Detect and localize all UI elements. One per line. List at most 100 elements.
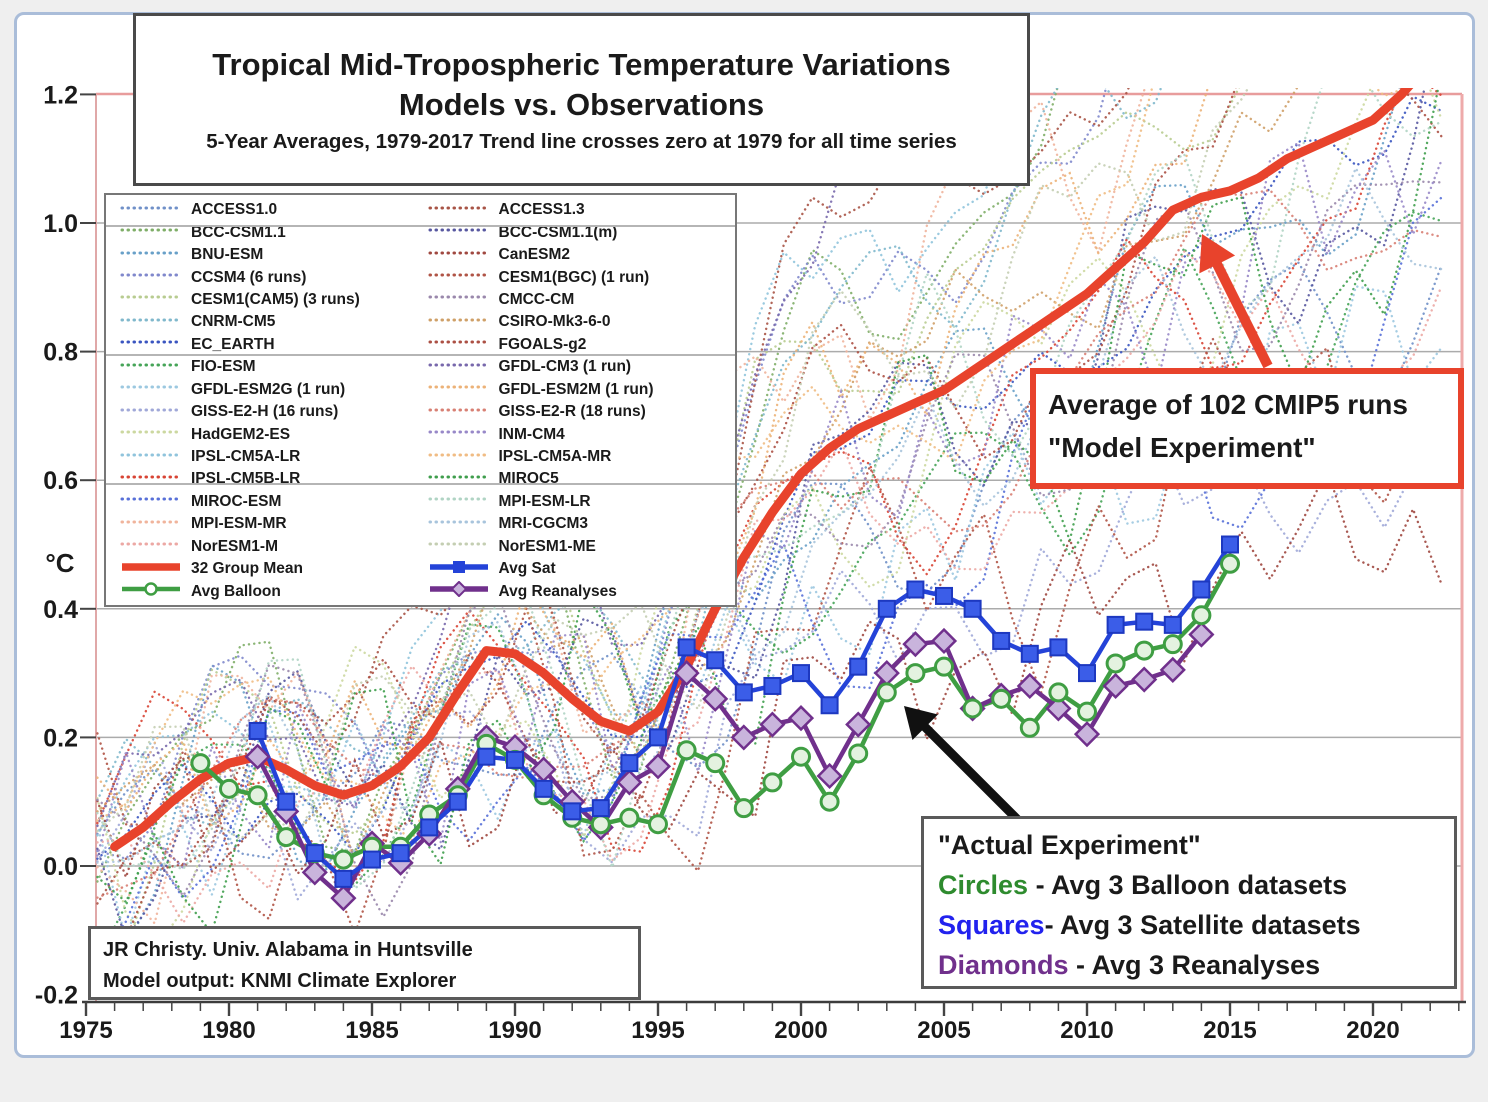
marker-circle: [876, 682, 897, 703]
legend-swatch: [428, 469, 490, 490]
marker-square: [706, 651, 725, 670]
marker-square: [849, 657, 868, 676]
legend-swatch: [120, 581, 182, 602]
y-tick-label-0.8: 0.8: [43, 339, 78, 367]
marker-square: [420, 818, 439, 837]
legend-label: MPI-ESM-MR: [191, 515, 287, 533]
legend-swatch: [428, 559, 490, 580]
marker-square: [277, 792, 296, 811]
legend-swatch: [120, 559, 182, 580]
legend-item-csiro-mk3-6-0: CSIRO-Mk3-6-0: [428, 311, 736, 333]
dotted-line-swatch: [428, 385, 489, 389]
marker-diamond: [1016, 672, 1043, 700]
dotted-line-swatch: [120, 228, 182, 232]
legend-item-canesm2: CanESM2: [428, 244, 736, 266]
marker-square: [1135, 612, 1154, 631]
dotted-line-swatch: [120, 542, 182, 546]
actual-callout-title: "Actual Experiment": [938, 830, 1201, 860]
marker-diamond: [673, 660, 700, 687]
legend-item-avg-reanalyses: Avg Reanalyses: [428, 580, 736, 602]
model-callout-line1: Average of 102 CMIP5 runs: [1048, 389, 1408, 420]
red-arrow-head: [1199, 234, 1236, 274]
marker-square: [906, 580, 925, 599]
legend-item-mri-cgcm3: MRI-CGCM3: [428, 513, 736, 535]
dotted-line-swatch: [428, 430, 489, 434]
legend-swatch: [120, 402, 182, 423]
legend-item-noresm1-m: NorESM1-M: [120, 536, 428, 558]
squares-rest: - Avg 3 Satellite datasets: [1044, 909, 1361, 940]
legend-label: MIROC-ESM: [191, 492, 282, 510]
legend-label: CSIRO-Mk3-6-0: [498, 313, 611, 331]
model-line: [96, 88, 1443, 960]
legend-label: FGOALS-g2: [498, 335, 587, 353]
gridline-through-legend: [106, 354, 735, 356]
y-tick-label-0.2: 0.2: [43, 724, 78, 752]
marker-circle: [1220, 553, 1240, 574]
legend-label: BCC-CSM1.1: [191, 223, 286, 241]
marker-circle: [190, 753, 211, 774]
dotted-line-swatch: [428, 453, 489, 457]
model-line: [96, 88, 1108, 861]
x-tick-label-1985: 1985: [345, 1017, 398, 1044]
diamonds-rest: - Avg 3 Reanalyses: [1068, 949, 1321, 980]
legend-label: Avg Sat: [498, 560, 556, 578]
marker-diamond: [930, 627, 958, 655]
marker-diamond: [1102, 672, 1129, 700]
dotted-line-swatch: [120, 318, 182, 322]
legend-swatch: [120, 267, 182, 288]
x-tick-label-2020: 2020: [1346, 1017, 1399, 1044]
legend-label: GISS-E2-H (16 runs): [191, 403, 339, 421]
marker-circle: [1019, 717, 1040, 738]
dotted-line-swatch: [120, 430, 182, 434]
legend-swatch: [120, 222, 182, 243]
actual-experiment-callout: "Actual Experiment" Circles - Avg 3 Ball…: [921, 816, 1457, 989]
model-line: [96, 196, 1443, 968]
legend-label: GFDL-ESM2M (1 run): [498, 380, 654, 398]
diamonds-word: Diamonds: [938, 949, 1069, 980]
gridline-through-legend: [106, 483, 735, 485]
legend-label: CCSM4 (6 runs): [191, 268, 307, 286]
marker-square: [1221, 535, 1239, 554]
marker-square: [477, 747, 496, 766]
legend-swatch: [428, 357, 490, 378]
legend-item-gfdl-esm2m-1-run-: GFDL-ESM2M (1 run): [428, 379, 736, 401]
marker-circle: [733, 798, 754, 819]
marker-square: [677, 638, 696, 657]
legend-label: MIROC5: [498, 470, 559, 488]
legend-label: ACCESS1.3: [498, 201, 585, 219]
marker-circle: [1134, 640, 1155, 661]
marker-diamond: [301, 859, 328, 886]
marker-square: [1106, 615, 1125, 634]
legend-item-bcc-csm1-1-m-: BCC-CSM1.1(m): [428, 221, 736, 243]
legend-label: GFDL-CM3 (1 run): [498, 358, 632, 376]
marker-diamond: [330, 885, 357, 912]
marker-circle: [1077, 701, 1097, 722]
marker-diamond: [244, 743, 271, 770]
marker-diamond: [1045, 695, 1072, 722]
legend-swatch: [120, 514, 182, 535]
chart-title-line1: Tropical Mid-Tropospheric Temperature Va…: [212, 46, 951, 82]
model-line: [96, 88, 1163, 827]
x-tick-label-1995: 1995: [631, 1017, 684, 1044]
dotted-line-swatch: [428, 318, 489, 322]
marker-square: [1020, 644, 1039, 663]
legend-swatch: [120, 334, 182, 355]
marker-square: [734, 683, 753, 702]
reanalysis-swatch: [429, 580, 488, 598]
dotted-line-swatch: [120, 340, 182, 344]
chart-title-line2: Models vs. Observations: [398, 86, 765, 122]
legend-label: IPSL-CM5A-MR: [498, 448, 612, 466]
marker-square: [506, 750, 524, 769]
legend-item-ipsl-cm5b-lr: IPSL-CM5B-LR: [120, 468, 428, 490]
legend-label: Avg Balloon: [191, 582, 281, 600]
dotted-line-swatch: [428, 363, 489, 367]
model-line: [96, 88, 1426, 943]
marker-diamond: [1073, 721, 1101, 748]
marker-square: [591, 799, 610, 818]
marker-diamond: [787, 705, 815, 732]
credit-line1: JR Christy. Univ. Alabama in Huntsville: [103, 939, 473, 961]
x-tick-label-2010: 2010: [1060, 1017, 1113, 1044]
model-line: [96, 94, 1443, 860]
dotted-line-swatch: [120, 520, 182, 524]
legend-swatch: [120, 200, 182, 221]
